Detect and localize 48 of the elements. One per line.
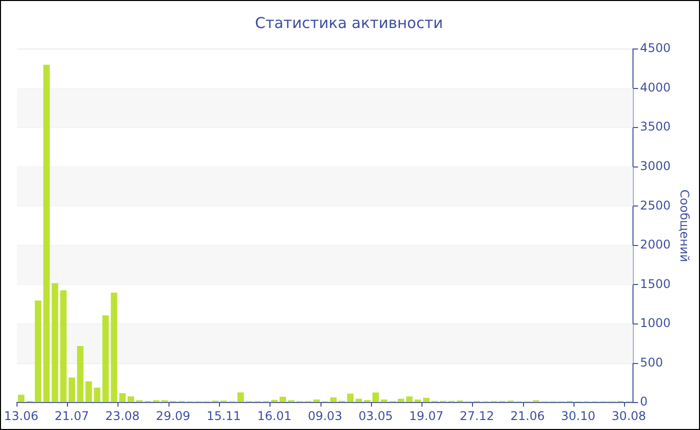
bar	[18, 394, 24, 402]
y-axis-title: Сообщений	[678, 190, 692, 262]
bar	[77, 346, 84, 402]
bar	[271, 400, 278, 402]
bar	[406, 396, 413, 402]
bar	[414, 399, 422, 402]
x-tick-label: 09.03	[308, 408, 342, 423]
bar	[313, 399, 320, 402]
y-tick-label: 2000	[640, 238, 671, 252]
bar	[356, 398, 362, 402]
bar	[380, 399, 388, 402]
y-tick-label: 1000	[640, 316, 671, 330]
x-tick-label: 21.07	[54, 408, 90, 423]
bar	[68, 377, 76, 402]
x-tick-label: 30.08	[612, 408, 646, 423]
chart-title: Статистика активности	[255, 14, 443, 32]
x-tick-label: 29.09	[156, 408, 190, 423]
x-tick-label: 27.12	[460, 408, 494, 423]
bar	[102, 315, 109, 402]
y-tick-label: 0	[640, 394, 648, 409]
x-tick-label: 03.05	[358, 408, 393, 423]
x-tick-label: 23.08	[105, 408, 140, 423]
bar	[347, 394, 354, 402]
bar	[85, 381, 92, 402]
bar	[423, 398, 430, 402]
x-tick-label: 30.10	[561, 408, 596, 423]
bar	[237, 392, 244, 402]
bar	[128, 396, 134, 402]
y-tick-label: 3500	[640, 120, 671, 134]
bar	[52, 283, 58, 402]
bar	[43, 64, 50, 402]
x-tick-label: 16.01	[257, 408, 292, 423]
y-tick-label: 3000	[640, 158, 671, 173]
y-tick-label: 2500	[640, 198, 671, 212]
bar	[372, 392, 379, 402]
bar	[34, 300, 42, 402]
y-tick-label: 4500	[640, 41, 671, 56]
bar	[94, 388, 100, 402]
y-tick-label: 1500	[640, 276, 671, 291]
x-tick-label: 21.06	[510, 408, 545, 423]
bar	[60, 290, 67, 402]
bar	[280, 396, 286, 402]
y-tick-label: 500	[640, 355, 663, 370]
x-tick-label: 19.07	[409, 408, 444, 423]
bar	[330, 397, 337, 402]
x-tick-label: 13.06	[4, 408, 38, 423]
x-tick-label: 15.11	[206, 408, 241, 423]
y-tick-label: 4000	[640, 80, 671, 94]
